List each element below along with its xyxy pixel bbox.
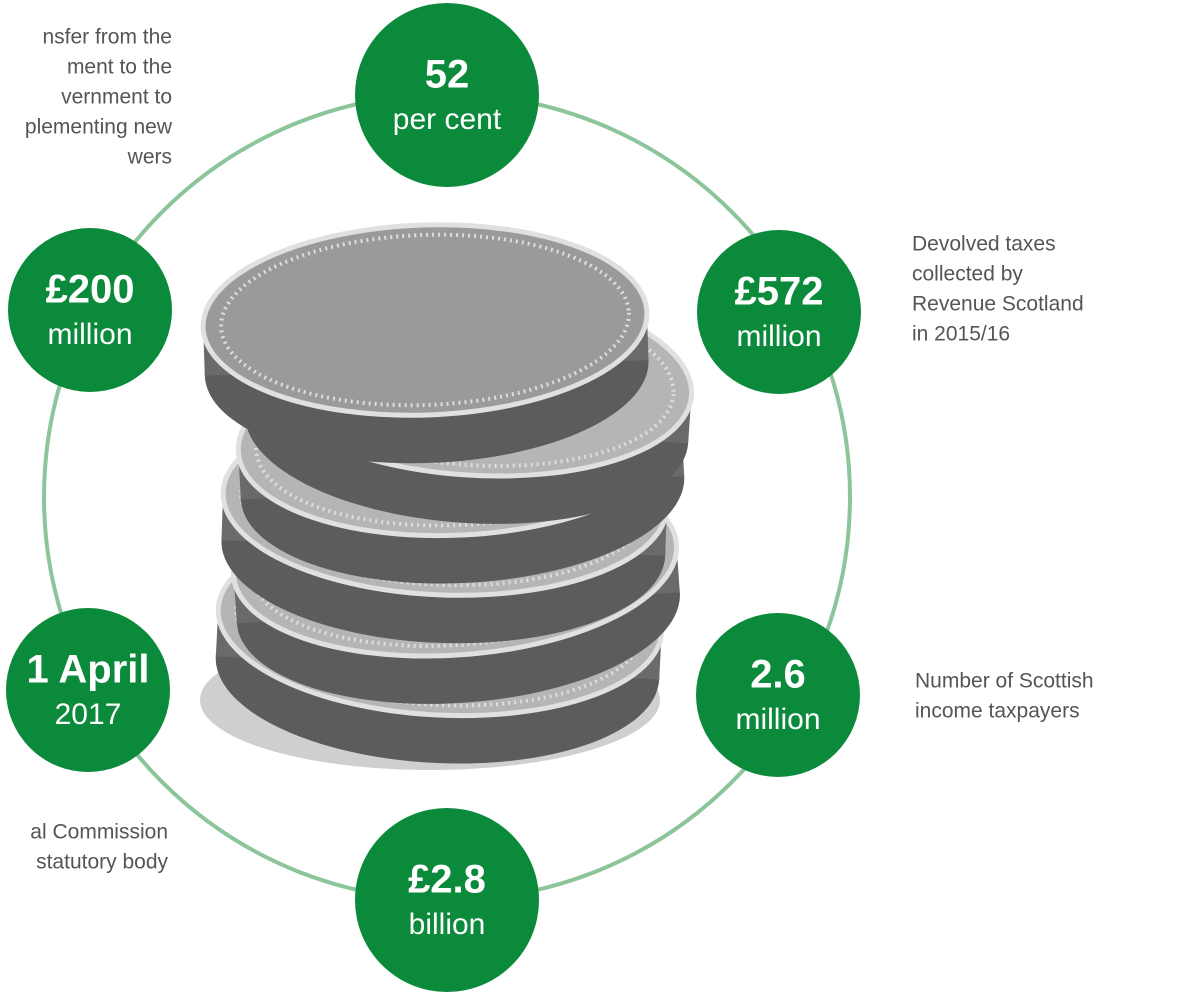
infographic: 52 per cent £572 million 2.6 million £2.8 billi… (0, 0, 1179, 995)
node-value: 52 (425, 53, 470, 97)
node-value: £200 (46, 268, 135, 312)
annotation-line: nsfer from the (42, 26, 172, 49)
annotation-line: plementing new (25, 116, 173, 139)
coin-stack (200, 217, 698, 774)
annotation-line: Revenue Scotland (912, 293, 1084, 316)
annotation-line: al Commission (30, 821, 168, 844)
node-unit: million (47, 318, 132, 351)
annotation-line: Number of Scottish (915, 670, 1094, 693)
node-unit: billion (409, 908, 486, 941)
node-value: 2.6 (750, 653, 806, 697)
node-value: 1 April (27, 648, 150, 692)
annotation-line: income taxpayers (915, 700, 1080, 723)
annotation-line: ment to the (67, 56, 172, 79)
annotation-line: Devolved taxes (912, 233, 1056, 256)
annotation-line: wers (127, 146, 172, 169)
annotation-line: collected by (912, 263, 1023, 286)
annotation-line: vernment to (61, 86, 172, 109)
annotation-line: statutory body (36, 851, 168, 874)
page: {"nodes": [ {"value": "52", "unit": "per… (0, 0, 1179, 995)
node-unit: per cent (393, 103, 502, 136)
annotation-line: in 2015/16 (912, 323, 1010, 346)
node-unit: million (735, 703, 820, 736)
node-value: £2.8 (408, 858, 486, 902)
node-unit: 2017 (55, 698, 122, 731)
node-unit: million (736, 320, 821, 353)
node-value: £572 (735, 270, 824, 314)
